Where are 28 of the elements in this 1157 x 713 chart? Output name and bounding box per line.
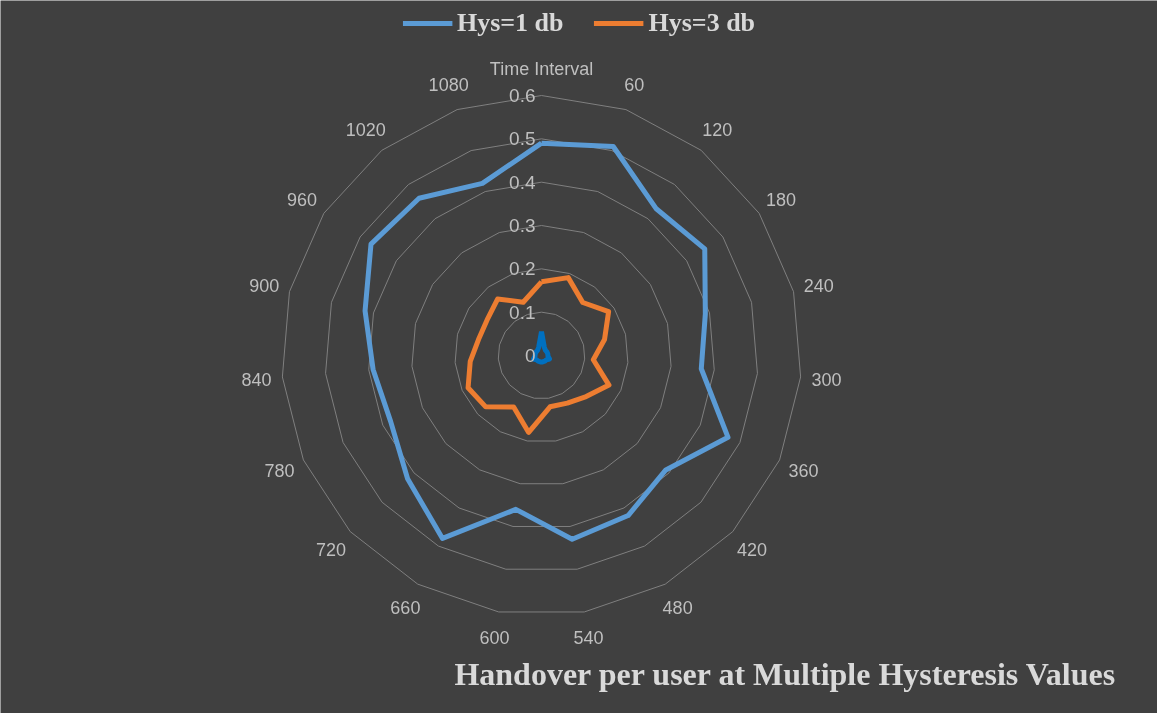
spoke-label: 360 xyxy=(788,460,819,481)
spoke-label: 480 xyxy=(662,597,693,618)
y-tick-label: 0.5 xyxy=(509,128,536,150)
y-tick-label: 0.2 xyxy=(509,258,536,280)
spoke-label: 840 xyxy=(241,369,272,390)
y-tick-label: 0.1 xyxy=(509,301,536,323)
spoke-label: 60 xyxy=(624,75,645,96)
spoke-label: 180 xyxy=(765,189,796,210)
spoke-label: Time Interval xyxy=(489,58,594,79)
spoke-label: 1020 xyxy=(345,120,386,141)
y-tick-label: 0.3 xyxy=(509,215,536,236)
legend-label: Hys=1 db xyxy=(456,8,564,38)
spoke-label: 780 xyxy=(264,460,295,481)
spoke-label: 900 xyxy=(249,275,280,296)
legend-label: Hys=3 db xyxy=(648,8,756,38)
spoke-label: 720 xyxy=(316,539,347,560)
spoke-label: 660 xyxy=(390,597,421,618)
spoke-label: 960 xyxy=(287,189,318,210)
y-tick-label: 0.6 xyxy=(509,85,536,106)
text: Handover per user at Multiple Hysteresis Values xyxy=(454,655,1116,692)
spoke-label: 600 xyxy=(479,628,510,649)
spoke-label: 300 xyxy=(811,369,842,390)
spoke-label: 120 xyxy=(702,120,733,141)
spoke-label: 540 xyxy=(573,628,604,649)
y-tick-label: 0.4 xyxy=(509,171,536,193)
spoke-label: 240 xyxy=(803,275,834,296)
spoke-label: 420 xyxy=(736,539,767,560)
spoke-label: 1080 xyxy=(428,75,469,96)
